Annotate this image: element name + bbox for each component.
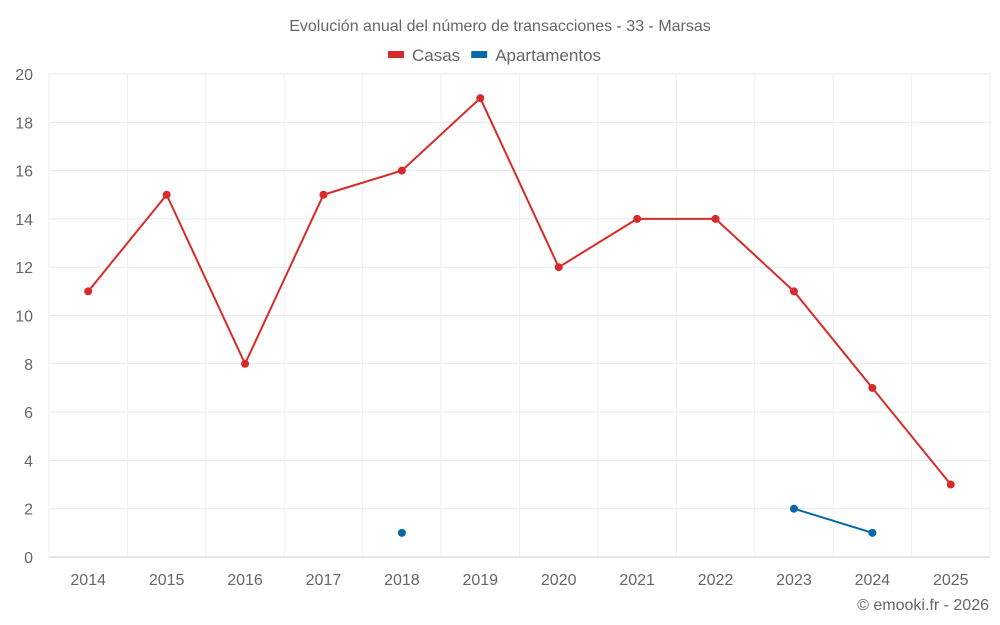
y-tick-label: 16 [15,164,33,181]
data-point [789,287,798,296]
series-line [793,507,873,534]
data-point [319,190,328,199]
legend-label: Apartamentos [495,46,601,65]
data-point [633,214,642,223]
data-point [162,190,171,199]
x-tick-label: 2023 [776,572,812,589]
x-tick-label: 2017 [306,572,342,589]
x-tick-label: 2025 [933,572,969,589]
data-point [711,214,720,223]
data-point [868,383,877,392]
x-tick-label: 2015 [149,572,185,589]
grid [48,73,991,558]
series-line [87,96,952,486]
legend-swatch-casas [388,51,404,58]
data-point [554,263,563,272]
chart-title: Evolución anual del número de transaccio… [289,18,711,35]
data-point [397,528,406,537]
x-tick-label: 2018 [384,572,420,589]
data-point [397,166,406,175]
data-point [241,359,250,368]
x-tick-label: 2024 [855,572,891,589]
y-tick-label: 10 [15,309,33,326]
y-tick-label: 14 [15,212,33,229]
series [84,94,955,537]
legend: Casas Apartamentos [388,46,601,65]
x-tick-label: 2020 [541,572,577,589]
data-point [946,480,955,489]
x-tick-label: 2021 [619,572,655,589]
axes: 0 2 4 6 8 10 12 14 16 18 20 2014 2015 2016 2017 2018 201… [15,67,968,589]
y-tick-label: 8 [24,357,33,374]
data-point [789,504,798,513]
y-tick-label: 0 [24,550,33,567]
data-point [868,528,877,537]
data-point [84,287,93,296]
legend-label: Casas [412,46,460,65]
y-tick-label: 2 [24,502,33,519]
y-tick-label: 6 [24,405,33,422]
x-tick-label: 2016 [227,572,263,589]
y-tick-label: 18 [15,115,33,132]
credit: © emooki.fr - 2026 [857,597,989,614]
series-casas [84,94,955,489]
legend-swatch-apartamentos [471,51,488,58]
data-point [476,94,485,103]
x-tick-label: 2022 [698,572,734,589]
y-tick-label: 12 [15,260,33,277]
x-tick-label: 2019 [462,572,498,589]
y-tick-label: 4 [24,453,33,470]
series-apartamentos [397,504,877,537]
y-tick-label: 20 [15,67,33,84]
x-tick-label: 2014 [70,572,106,589]
